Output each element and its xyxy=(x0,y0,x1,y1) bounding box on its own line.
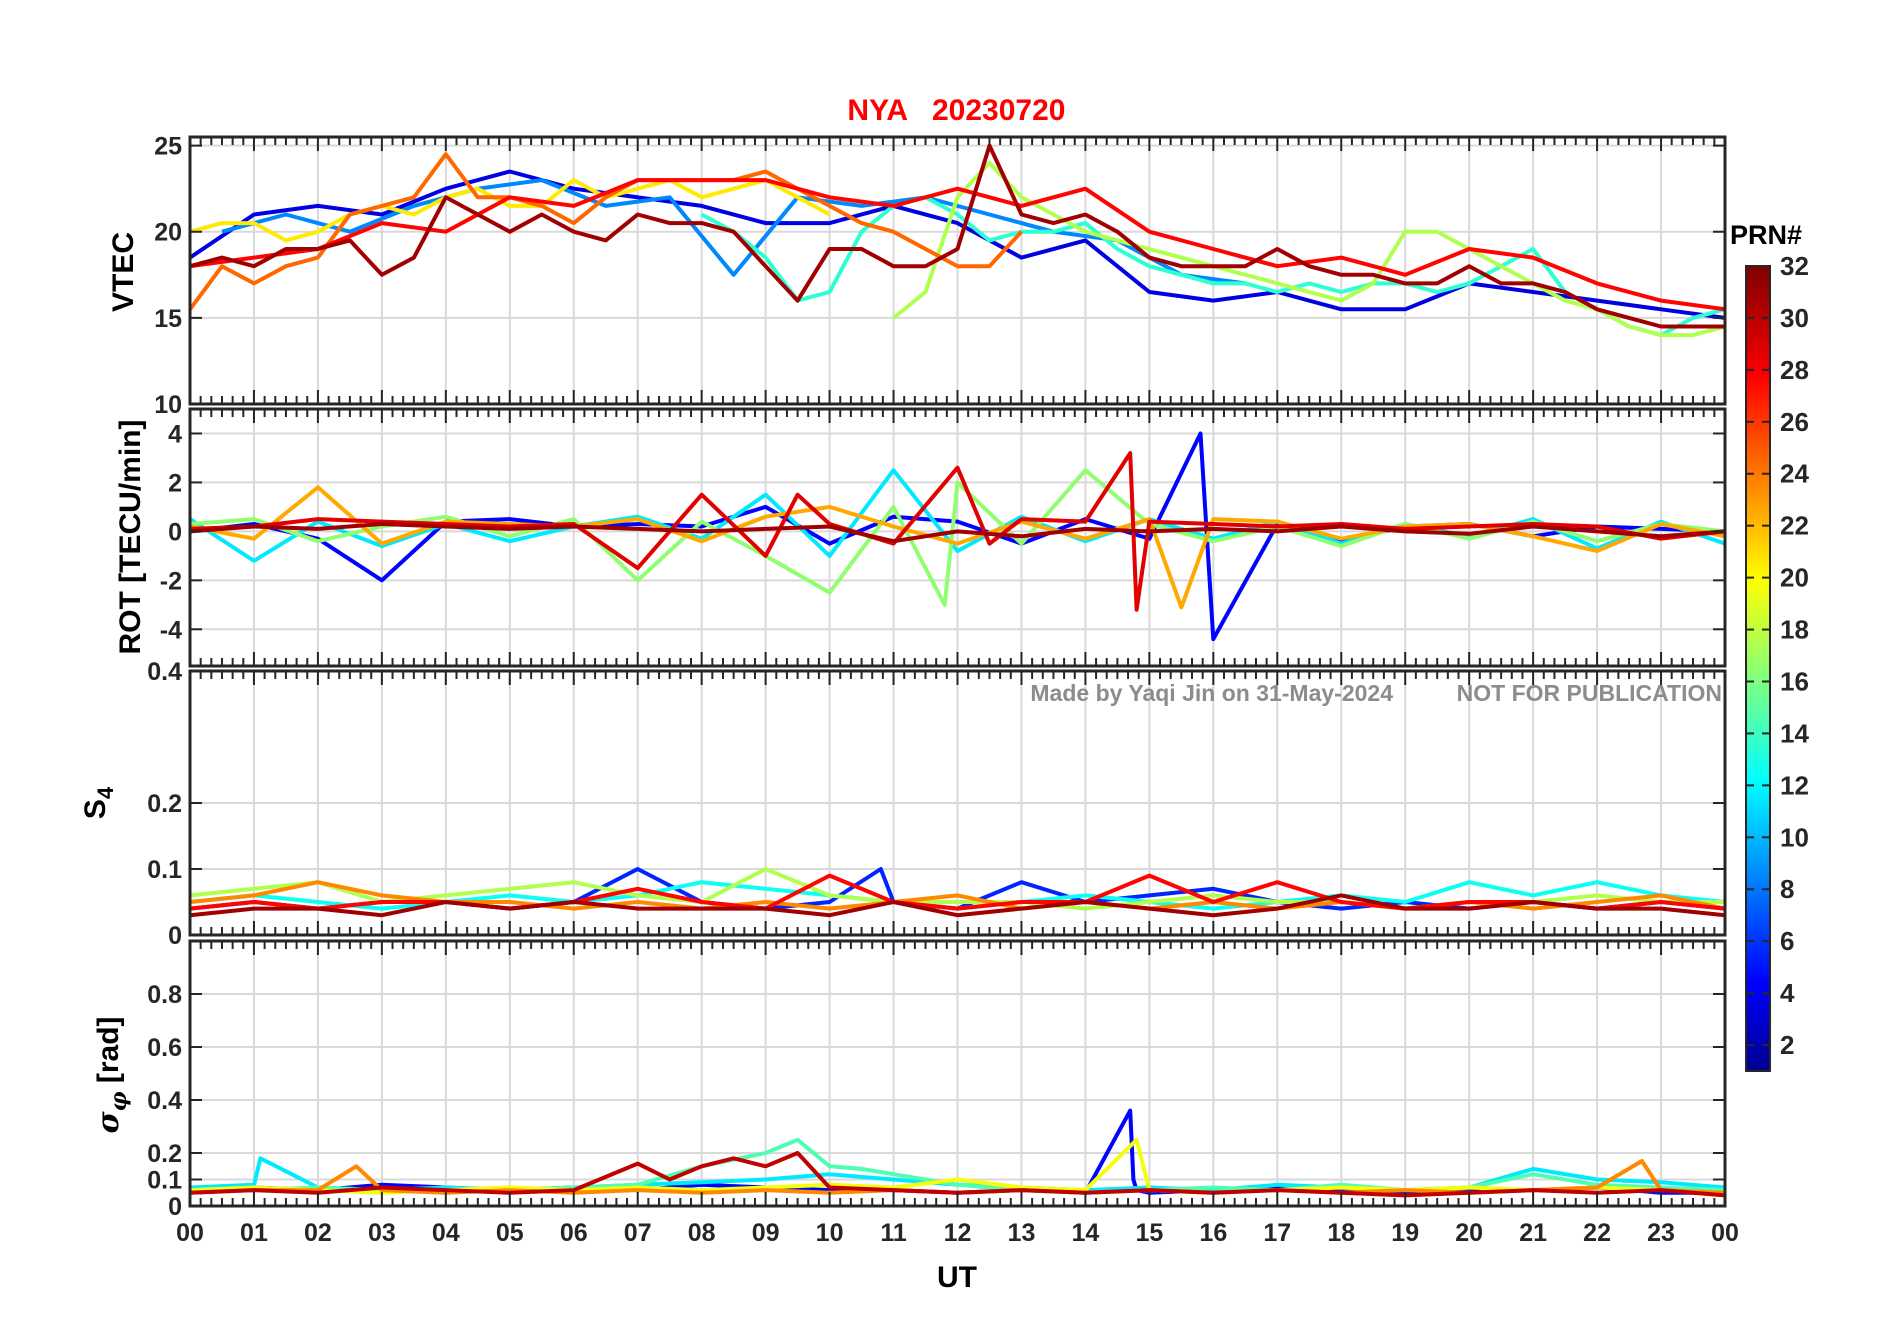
x-tick-label: 15 xyxy=(1135,1219,1163,1247)
panel-sigma-phi: 00.10.2 0.4 0.6 0.8 σφ [rad] xyxy=(91,939,1727,1221)
colorbar-tick-label: 32 xyxy=(1780,251,1809,281)
colorbar-tick-label: 16 xyxy=(1780,666,1809,696)
x-tick-label: 19 xyxy=(1391,1219,1419,1247)
x-tick-label: 01 xyxy=(240,1219,268,1247)
series-line-prn-31 xyxy=(190,893,1725,918)
colorbar-title: PRN# xyxy=(1730,220,1802,250)
colorbar-tick-label: 8 xyxy=(1780,874,1794,904)
colorbar-tick-label: 6 xyxy=(1780,926,1794,956)
x-tick-label: 12 xyxy=(944,1219,972,1247)
y-tick-label: 0.6 xyxy=(147,1034,182,1062)
x-tick-label: 07 xyxy=(624,1219,652,1247)
x-tick-label: 10 xyxy=(816,1219,844,1247)
colorbar-tick-label: 14 xyxy=(1780,718,1809,748)
colorbar-tick-label: 2 xyxy=(1780,1030,1794,1060)
series-group xyxy=(190,431,1725,642)
y-axis-label-vtec: VTEC xyxy=(107,232,140,312)
x-tick-label: 02 xyxy=(304,1219,332,1247)
y-tick-label: 0.8 xyxy=(147,981,182,1009)
x-tick-label: 05 xyxy=(496,1219,524,1247)
x-tick-label: 23 xyxy=(1647,1219,1675,1247)
x-tick-labels: 00 01 02 03 04 05 06 07 08 09 10 11 12 13 14 15 16 17 18 19… xyxy=(176,1219,1739,1247)
y-tick-label: 0.4 xyxy=(147,658,182,686)
y-tick-label: 0 xyxy=(168,518,182,546)
y-axis-label-sigma-phi: σφ [rad] xyxy=(91,1016,132,1133)
x-tick-label: 22 xyxy=(1583,1219,1611,1247)
watermark-author: Made by Yaqi Jin on 31-May-2024 xyxy=(1030,680,1393,706)
watermark-notice: NOT FOR PUBLICATION xyxy=(1457,680,1722,706)
x-tick-label: 08 xyxy=(688,1219,716,1247)
y-tick-label: 15 xyxy=(154,305,182,333)
y-tick-label: 0 xyxy=(168,922,182,950)
colorbar-tick-label: 10 xyxy=(1780,822,1809,852)
series-line-prn-21 xyxy=(190,178,831,243)
x-tick-label: 14 xyxy=(1072,1219,1100,1247)
colorbar-tick-label: 24 xyxy=(1780,459,1809,489)
series-line-prn-29 xyxy=(190,451,1725,612)
y-axis-label-rot: ROT [TECU/min] xyxy=(114,420,147,655)
panel-s4: 0 0.1 0.2 0.4 S4 Made by Yaqi Jin on 31-May… xyxy=(79,658,1727,950)
panel-rot: -4 -2 0 2 4 ROT [TECU/min] xyxy=(114,407,1727,668)
x-tick-label: 21 xyxy=(1519,1219,1547,1247)
colorbar-tick-label: 26 xyxy=(1780,407,1809,437)
series-group xyxy=(190,867,1725,918)
colorbar-tick-label: 30 xyxy=(1780,303,1809,333)
x-tick-label: 18 xyxy=(1327,1219,1355,1247)
colorbar-tick-label: 12 xyxy=(1780,770,1809,800)
y-tick-label: 0 xyxy=(168,1193,182,1221)
colorbar-tick-label: 18 xyxy=(1780,615,1809,645)
y-tick-label: 20 xyxy=(154,219,182,247)
y-tick-label: 0.4 xyxy=(147,1087,182,1115)
grid xyxy=(190,409,1725,666)
x-tick-label: 20 xyxy=(1455,1219,1483,1247)
x-tick-label: 06 xyxy=(560,1219,588,1247)
colorbar-tick-label: 20 xyxy=(1780,563,1809,593)
series-line-prn-31 xyxy=(190,522,1725,544)
series-line-prn-14 xyxy=(700,195,1725,338)
colorbar-tick-label: 22 xyxy=(1780,511,1809,541)
x-tick-label: 17 xyxy=(1263,1219,1291,1247)
chart-title-date: 20230720 xyxy=(932,94,1065,127)
series-line-prn-31 xyxy=(190,143,1725,329)
y-tick-label: 0.2 xyxy=(147,1140,182,1168)
x-tick-label: 00 xyxy=(1711,1219,1739,1247)
grid xyxy=(190,941,1725,1207)
y-tick-label: 10 xyxy=(154,391,182,419)
series-group xyxy=(190,1108,1725,1198)
y-tick-label: 4 xyxy=(168,420,182,448)
series-group xyxy=(190,143,1725,338)
x-axis-label: UT xyxy=(937,1261,977,1294)
x-tick-label: 11 xyxy=(880,1219,907,1247)
colorbar-tick-label: 4 xyxy=(1780,978,1795,1008)
x-tick-label: 16 xyxy=(1199,1219,1227,1247)
x-tick-label: 04 xyxy=(432,1219,460,1247)
x-tick-label: 03 xyxy=(368,1219,396,1247)
x-tick-label: 13 xyxy=(1008,1219,1036,1247)
panel-vtec: 10 15 20 25 VTEC xyxy=(107,133,1727,419)
series-line-prn-9 xyxy=(221,178,1246,286)
colorbar-gradient xyxy=(1745,265,1771,1072)
y-axis-label-s4: S4 xyxy=(79,786,118,819)
x-tick-label: 09 xyxy=(752,1219,780,1247)
y-tick-label: -4 xyxy=(160,616,182,644)
y-tick-label: -2 xyxy=(160,567,182,595)
series-line-prn-30 xyxy=(190,1151,1725,1198)
y-tick-label: 0.2 xyxy=(147,790,182,818)
y-tick-label: 2 xyxy=(168,469,182,497)
y-tick-label: 0.1 xyxy=(147,856,182,884)
series-line-prn-28 xyxy=(190,178,1725,312)
y-tick-label: 25 xyxy=(154,133,182,161)
chart-title-station: NYA xyxy=(847,94,908,127)
x-tick-label: 00 xyxy=(176,1219,204,1247)
colorbar-tick-label: 28 xyxy=(1780,355,1809,385)
y-tick-label: 0.1 xyxy=(147,1167,182,1195)
